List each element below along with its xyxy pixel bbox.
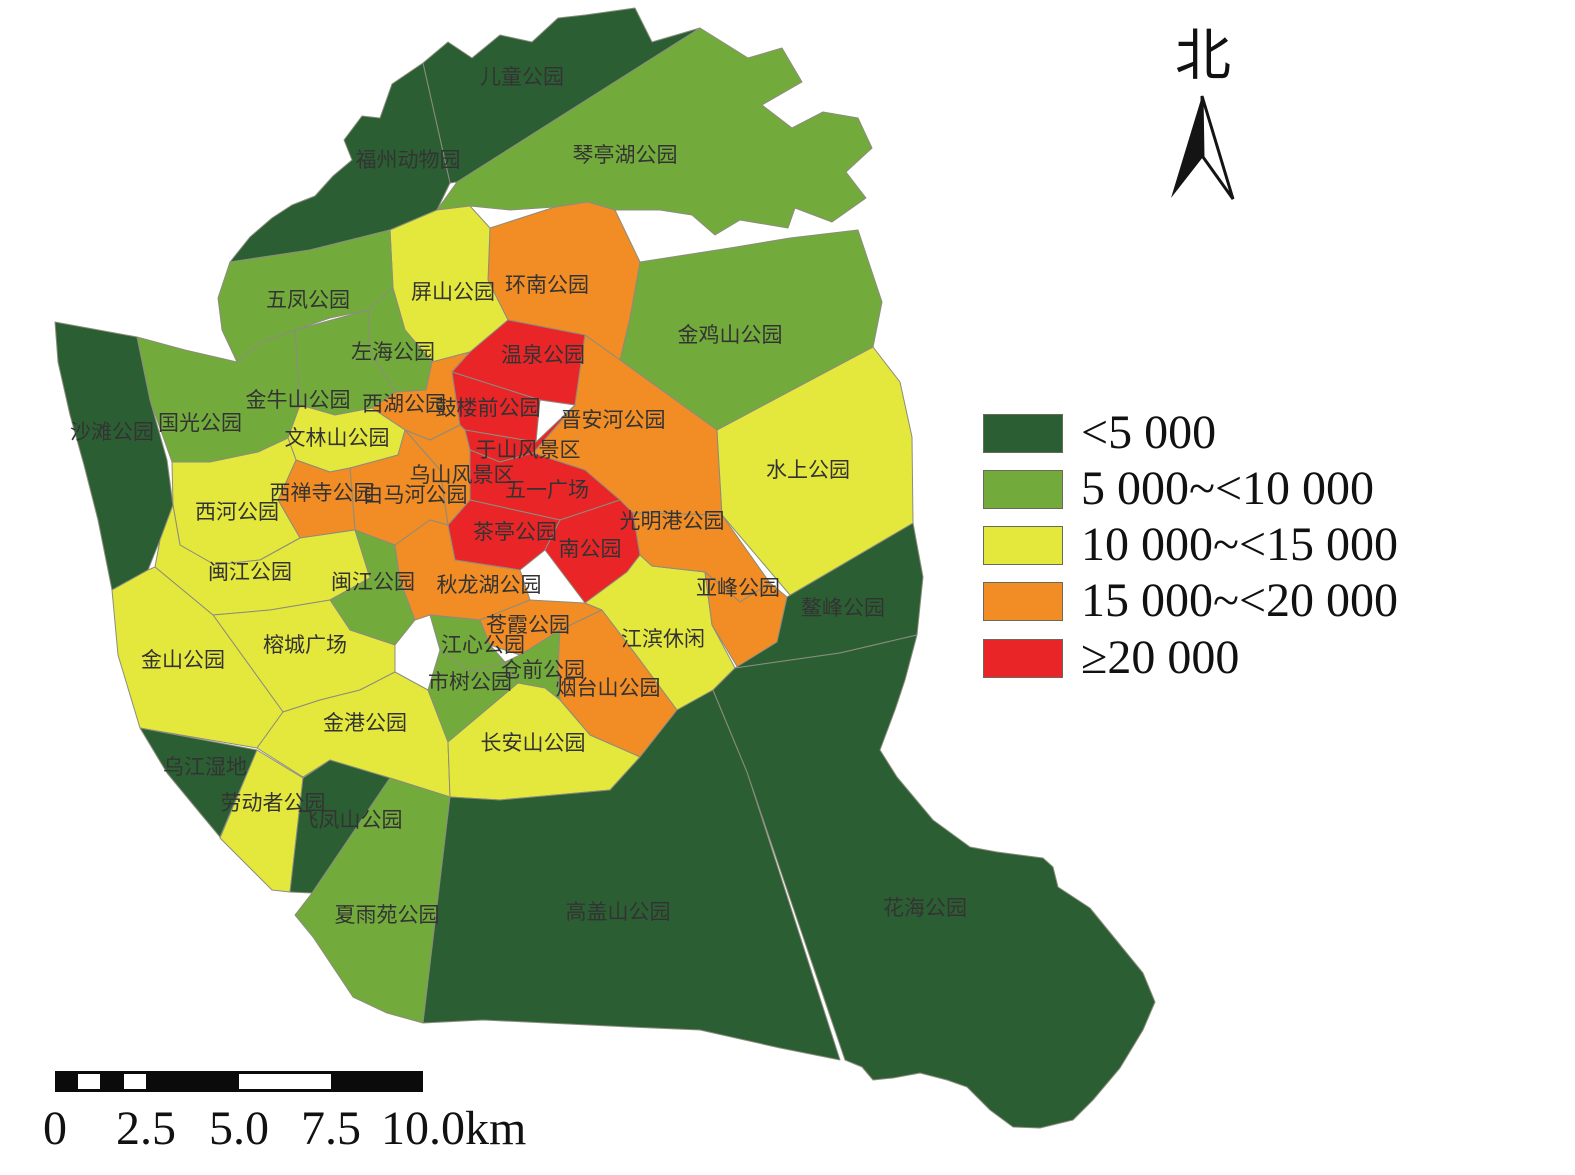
scale-tick: 0 bbox=[43, 1102, 67, 1155]
map-region-label: 乌江湿地 bbox=[163, 755, 247, 779]
legend-item: 15 000~<20 000 bbox=[983, 577, 1398, 625]
scale-tick: 5.0 bbox=[209, 1102, 269, 1155]
map-region-label: 左海公园 bbox=[351, 340, 435, 364]
map-region-label: 亚峰公园 bbox=[696, 576, 780, 600]
legend-label: ≥20 000 bbox=[1081, 631, 1240, 684]
map-region-label: 秋龙湖公园 bbox=[437, 573, 542, 597]
map-region-label: 榕城广场 bbox=[263, 633, 347, 657]
legend-item: ≥20 000 bbox=[983, 634, 1239, 682]
map-region-label: 水上公园 bbox=[766, 458, 850, 482]
map-region-label: 长安山公园 bbox=[481, 731, 586, 755]
scale-unit: km bbox=[465, 1102, 527, 1155]
map-region-label: 西河公园 bbox=[195, 500, 279, 524]
scale-tick: 7.5 bbox=[301, 1102, 361, 1155]
map-region-label: 市树公园 bbox=[428, 670, 512, 694]
legend-item: 10 000~<15 000 bbox=[983, 521, 1398, 569]
map-region-label: 金山公园 bbox=[141, 648, 225, 672]
map-region-label: 金鸡山公园 bbox=[678, 323, 783, 347]
map-region-label: 晋安河公园 bbox=[561, 408, 666, 432]
map-region-label: 劳动者公园 bbox=[221, 791, 326, 815]
legend-label: <5 000 bbox=[1081, 406, 1217, 459]
map-region: 夏雨苑公园 bbox=[294, 777, 451, 1024]
scale-bar-segment bbox=[124, 1074, 146, 1089]
map-region-label: 西湖公园 bbox=[362, 392, 446, 416]
map-region-label: 金牛山公园 bbox=[246, 388, 351, 412]
map-region: 五凤公园 bbox=[217, 229, 394, 363]
map-region-label: 仓前公园 bbox=[501, 658, 585, 682]
scale-bar-segment bbox=[239, 1074, 331, 1089]
map-region-label: 温泉公园 bbox=[501, 343, 585, 367]
legend-swatch-10000-15000 bbox=[983, 525, 1063, 565]
legend-swatch-15000-20000 bbox=[983, 581, 1063, 621]
map-region-label: 光明港公园 bbox=[620, 509, 725, 533]
legend-swatch-5000-10000 bbox=[983, 469, 1063, 509]
map-region-label: 鳌峰公园 bbox=[801, 596, 885, 620]
map-region-label: 白马河公园 bbox=[363, 483, 468, 507]
map-region-label: 鼓楼前公园 bbox=[436, 396, 541, 420]
map-region-label: 飞凤山公园 bbox=[298, 808, 403, 832]
map-region-label: 夏雨苑公园 bbox=[335, 903, 440, 927]
map-region-label: 高盖山公园 bbox=[566, 900, 671, 924]
map-region-label: 于山风景区 bbox=[476, 438, 581, 462]
map-region-label: 江滨休闲 bbox=[621, 627, 705, 651]
map-region-label: 琴亭湖公园 bbox=[573, 143, 678, 167]
legend-item: 5 000~<10 000 bbox=[983, 465, 1374, 513]
map-region-label: 五凤公园 bbox=[266, 288, 350, 312]
legend-label: 10 000~<15 000 bbox=[1081, 518, 1399, 571]
map-region-label: 五一广场 bbox=[505, 478, 589, 502]
map-region-label: 乌山风景区 bbox=[410, 463, 515, 487]
map-region-label: 国光公园 bbox=[158, 411, 242, 435]
map-region-label: 茶亭公园 bbox=[473, 520, 557, 544]
north-label: 北 bbox=[1175, 26, 1231, 88]
map-region-label: 江心公园 bbox=[441, 633, 525, 657]
map-region: 高盖山公园 bbox=[422, 689, 841, 1061]
map-region-label: 花海公园 bbox=[883, 896, 967, 920]
map-region-label: 屏山公园 bbox=[411, 280, 495, 304]
map-region-label: 福州动物园 bbox=[356, 148, 461, 172]
map-region-label: 金港公园 bbox=[323, 711, 407, 735]
map-region-label: 苍霞公园 bbox=[486, 613, 570, 637]
scale-bar-graphic bbox=[55, 1071, 423, 1092]
north-arrow-icon bbox=[1171, 95, 1235, 200]
legend-swatch-gte20000 bbox=[983, 638, 1063, 678]
map-region: 水上公园 bbox=[716, 346, 914, 596]
map-region-label: 南公园 bbox=[559, 537, 622, 561]
map-region: 乌江湿地 bbox=[139, 727, 258, 838]
scale-bar-segment bbox=[78, 1074, 100, 1089]
map-region-label: 环南公园 bbox=[505, 273, 589, 297]
legend-label: 5 000~<10 000 bbox=[1081, 462, 1375, 515]
map-region-label: 烟台山公园 bbox=[556, 676, 661, 700]
map-region-label: 闽江公园 bbox=[331, 570, 415, 594]
legend-label: 15 000~<20 000 bbox=[1081, 574, 1399, 627]
map-region: 劳动者公园 bbox=[219, 749, 304, 893]
map-region-label: 沙滩公园 bbox=[70, 420, 154, 444]
map-region: 江滨休闲 bbox=[584, 554, 736, 711]
map-region-label: 西禅寺公园 bbox=[270, 481, 375, 505]
scale-tick: 2.5 bbox=[116, 1102, 176, 1155]
map-region-label: 闽江公园 bbox=[208, 560, 292, 584]
map-region-label: 儿童公园 bbox=[480, 65, 564, 89]
scale-tick: 10.0 bbox=[381, 1102, 465, 1155]
legend-swatch-lt5000 bbox=[983, 413, 1063, 453]
map-region: 花海公园 bbox=[712, 634, 1156, 1129]
map-region-label: 文林山公园 bbox=[285, 426, 390, 450]
legend-item: <5 000 bbox=[983, 409, 1216, 457]
